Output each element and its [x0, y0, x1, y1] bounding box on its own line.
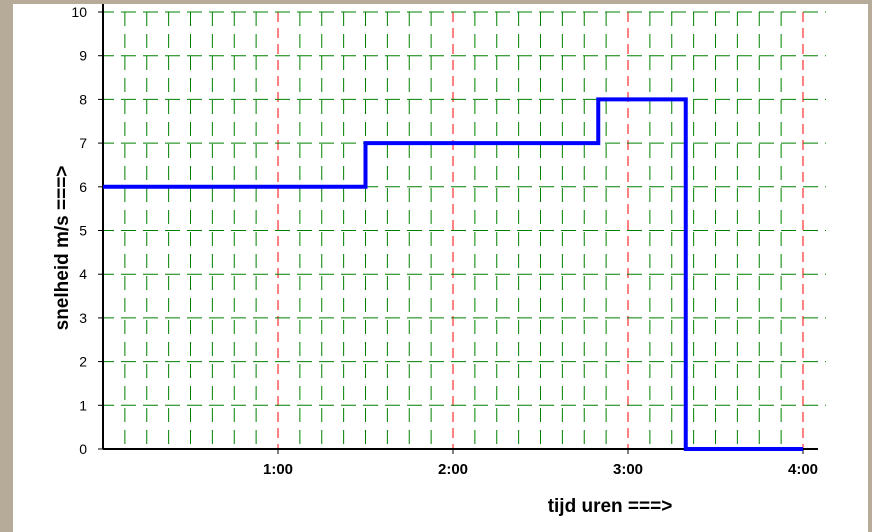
y-tick-label: 6 — [79, 179, 87, 195]
y-tick-label: 0 — [79, 441, 87, 457]
y-tick-label: 2 — [79, 354, 87, 370]
x-tick-label: 4:00 — [788, 461, 818, 478]
y-tick-label: 4 — [79, 266, 87, 282]
y-tick-label: 8 — [79, 91, 87, 107]
frame-right-border — [868, 0, 872, 532]
x-tick-label: 3:00 — [613, 461, 643, 478]
series-group — [103, 97, 803, 451]
y-tick-labels: 0 1 2 3 4 5 6 7 8 9 10 — [71, 4, 87, 457]
y-tick-label: 10 — [71, 4, 87, 20]
y-tick-label: 9 — [79, 48, 87, 64]
grid — [103, 11, 826, 449]
frame-left-border — [0, 0, 13, 532]
y-tick-label: 5 — [79, 223, 87, 239]
y-tick-label: 3 — [79, 310, 87, 326]
x-axis-title: tijd uren ===> — [548, 496, 673, 517]
y-axis-title: snelheid m/s ===> — [52, 166, 73, 331]
y-tick-label: 1 — [79, 397, 87, 413]
speed-series-line — [103, 97, 803, 451]
y-tick-label: 7 — [79, 135, 87, 151]
x-tick-label: 1:00 — [263, 461, 293, 478]
x-tick-label: 2:00 — [438, 461, 468, 478]
axes — [98, 4, 818, 454]
frame-top-border — [0, 0, 872, 4]
x-tick-labels: 1:00 2:00 3:00 4:00 — [263, 461, 818, 478]
